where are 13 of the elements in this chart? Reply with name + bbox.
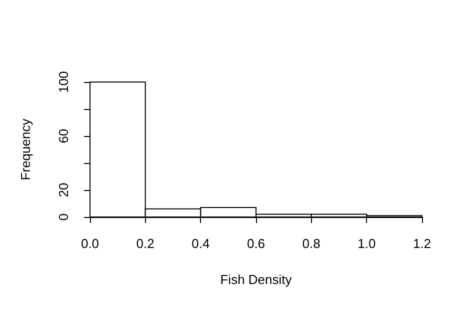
y-tick-label: 60 <box>56 128 71 144</box>
x-tick-label: 1.0 <box>358 236 376 251</box>
y-tick-label: 0 <box>56 213 71 221</box>
x-tick-label: 0.0 <box>80 236 100 251</box>
x-tick-label: 1.2 <box>412 236 432 251</box>
x-tick-label: 0.8 <box>302 236 320 251</box>
x-tick-label: 0.6 <box>246 236 266 251</box>
y-axis-title: Frequency <box>18 118 33 180</box>
x-tick-label: 0.4 <box>192 236 210 251</box>
x-axis-title: Fish Density <box>220 272 292 287</box>
y-tick-label: 20 <box>56 182 71 198</box>
x-tick-label: 0.2 <box>136 236 154 251</box>
y-tick-label: 100 <box>56 71 71 93</box>
